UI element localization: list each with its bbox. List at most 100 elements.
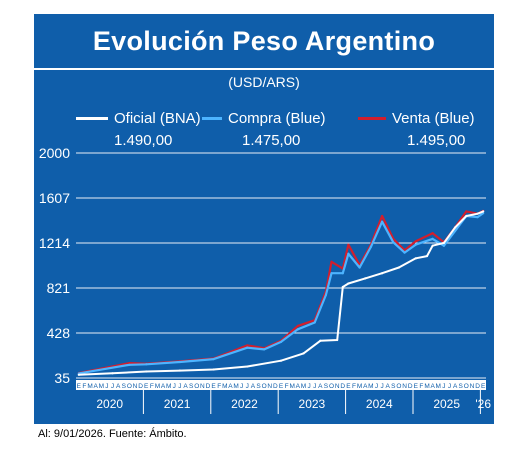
data-point [369,245,372,248]
month-tick-label: E [77,383,82,390]
month-tick-label: D [340,383,345,390]
month-tick-label: A [318,383,323,390]
data-point [145,370,148,373]
month-tick-label: D [408,383,413,390]
data-point [397,266,401,269]
title-bar: Evolución Peso Argentino [34,14,494,70]
data-point [476,212,479,215]
month-tick-label: O [262,383,267,390]
month-tick-label: J [178,383,181,390]
year-tick-label: '26 [475,397,491,411]
month-band [76,380,486,390]
month-tick-label: E [279,383,284,390]
month-tick-label: N [402,383,407,390]
month-tick-label: N [133,383,138,390]
month-tick-label: M [87,383,92,390]
month-tick-label: N [267,383,272,390]
month-tick-label: F [419,383,423,390]
data-point [341,285,344,289]
y-tick-label: 35 [54,370,70,386]
month-tick-label: E [144,383,149,390]
legend-item-venta: Venta (Blue) [358,110,475,127]
month-tick-label: J [173,383,176,390]
data-point [246,344,249,347]
legend-value-oficial: 1.490,00 [114,132,173,149]
month-tick-label: M [233,383,238,390]
month-tick-label: J [240,383,243,390]
legend-item-compra: Compra (Blue) [202,110,326,127]
month-tick-label: S [256,383,261,390]
data-point [296,324,299,328]
month-tick-label: J [442,383,445,390]
month-tick-label: M [290,383,295,390]
month-tick-label: D [138,383,143,390]
month-tick-label: A [251,383,256,390]
month-tick-label: S [324,383,329,390]
month-tick-label: A [228,383,233,390]
data-point [465,214,468,218]
month-tick-label: M [99,383,104,390]
month-tick-label: J [313,383,316,390]
data-point [330,272,333,275]
year-tick-label: 2021 [164,397,191,411]
month-tick-label: S [459,383,464,390]
chart-subtitle: (USD/ARS) [228,74,300,90]
year-tick-label: 2023 [299,397,326,411]
month-tick-label: J [448,383,451,390]
data-point [414,243,417,246]
month-tick-label: A [430,383,435,390]
legend-label-venta: Venta (Blue) [392,110,475,127]
data-point [414,240,417,243]
month-tick-label: O [464,383,469,390]
data-point [358,266,361,269]
data-point [336,338,339,342]
data-point [319,339,322,342]
month-tick-label: N [470,383,475,390]
month-tick-label: M [368,383,373,390]
data-point [324,293,328,297]
data-point [431,244,434,247]
data-point [341,272,344,275]
data-point [442,241,445,244]
data-point [246,365,249,368]
month-tick-label: E [481,383,486,390]
month-tick-label: E [346,383,351,390]
data-point [178,360,182,364]
data-point [392,241,395,244]
month-tick-label: F [352,383,356,390]
month-tick-label: A [296,383,301,390]
month-tick-label: F [150,383,154,390]
month-tick-label: M [155,383,160,390]
month-tick-label: D [206,383,211,390]
data-point [442,244,445,247]
data-point [482,210,485,213]
legend-value-venta: 1.495,00 [407,132,466,149]
legend: Oficial (BNA) Compra (Blue) Venta (Blue) [34,110,494,130]
data-point [414,257,417,260]
y-tick-label: 1214 [39,235,70,251]
year-tick-label: 2025 [433,397,460,411]
month-tick-label: F [217,383,221,390]
data-point [431,232,434,235]
data-point [465,210,468,213]
data-point [212,368,215,371]
data-point [364,277,367,280]
month-tick-label: J [375,383,378,390]
data-point [431,237,434,240]
month-tick-label: J [105,383,108,390]
month-tick-label: M [424,383,429,390]
month-tick-label: E [211,383,216,390]
month-tick-label: J [307,383,310,390]
legend-swatch-compra [202,117,222,120]
month-tick-label: A [363,383,368,390]
month-tick-label: A [93,383,98,390]
data-point [454,229,457,232]
month-tick-label: A [161,383,166,390]
source-note: Al: 9/01/2026. Fuente: Ámbito. [38,428,187,440]
data-point [380,220,384,223]
month-tick-label: N [335,383,340,390]
y-tick-label: 1607 [39,190,70,206]
legend-label-oficial: Oficial (BNA) [114,110,201,127]
legend-item-oficial: Oficial (BNA) [76,110,201,127]
data-point [178,369,182,372]
